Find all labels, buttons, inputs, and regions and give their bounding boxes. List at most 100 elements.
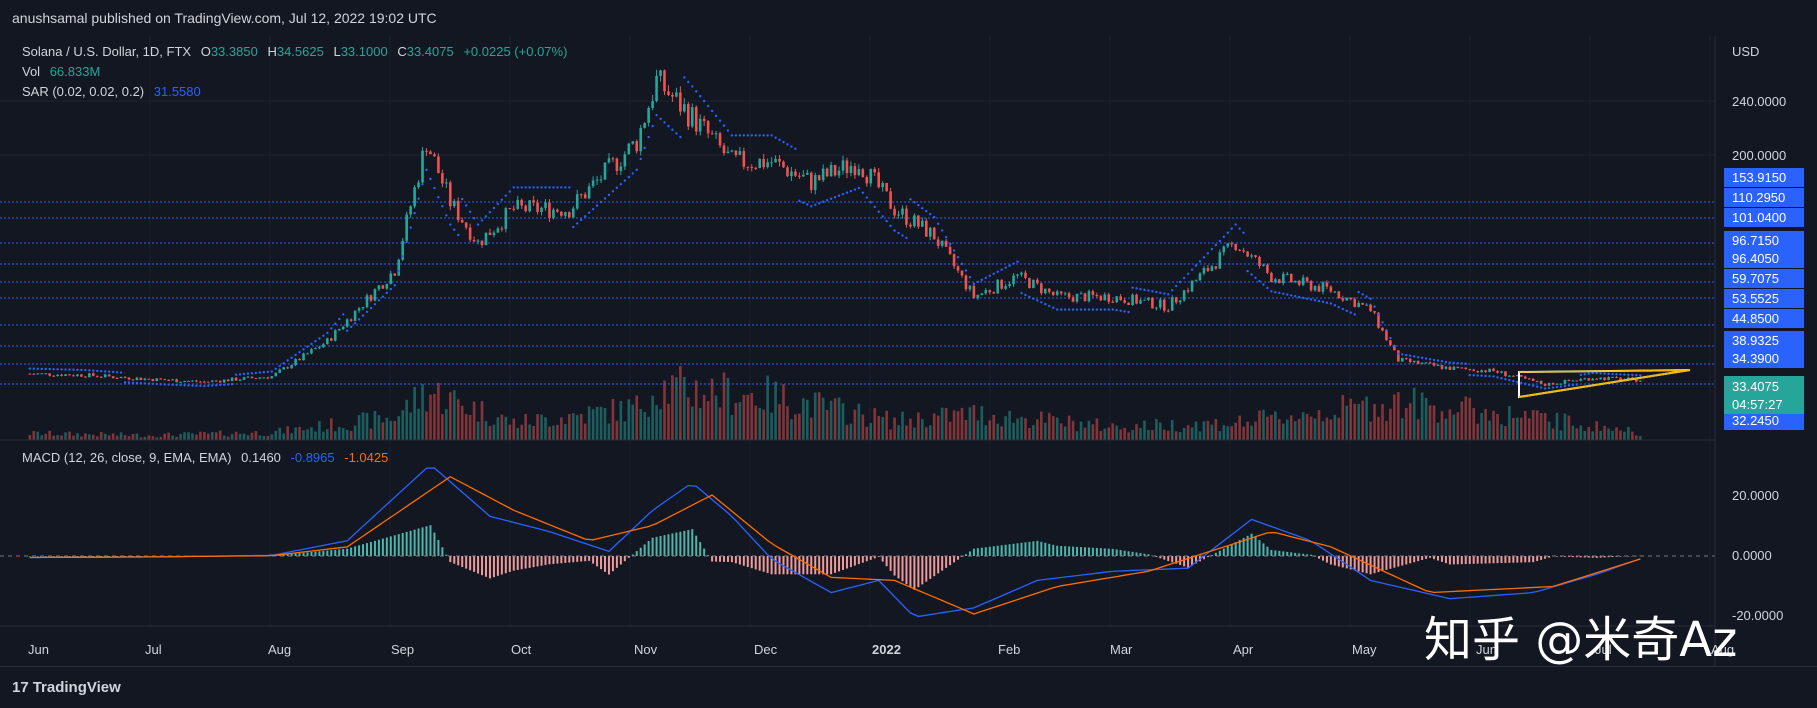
candle-body [1051,291,1055,295]
macd-hist-bar [441,547,444,556]
volume-bar [714,395,718,440]
volume-bar [44,433,47,440]
volume-bar [1242,426,1245,440]
volume-bar [1373,404,1376,440]
volume-bar [107,435,111,440]
sar-dot [552,186,555,189]
volume-bar [1075,431,1079,440]
volume-bar [381,422,385,440]
sar-dot [84,368,87,372]
candle-body [1385,330,1388,341]
candle-body [492,232,496,236]
legend-open: 33.3850 [210,44,258,59]
sar-dot [1230,227,1233,230]
candle-body [1341,298,1345,301]
volume-bar [476,421,480,440]
candle-body [76,374,79,376]
macd-hist-bar [1191,556,1194,566]
macd-hist-bar [1159,556,1162,559]
candle-body [560,211,563,216]
macd-hist-bar [1282,551,1285,556]
candle-body [1595,378,1598,380]
candle-body [706,121,710,134]
chart-area[interactable]: USD240.0000200.0000153.9150110.2950101.0… [0,36,1817,666]
volume-bar [456,399,460,440]
candle-body [1381,327,1384,331]
sar-dot [639,157,642,161]
macd-hist-bar [1397,556,1400,567]
sar-dot [845,191,849,194]
level-label-bg [1724,208,1804,227]
macd-hist-bar [798,556,801,575]
volume-bar [687,397,690,440]
volume-bar [560,417,563,440]
volume-bar [1127,432,1130,440]
volume-bar [1516,417,1519,440]
sar-dot [710,109,714,113]
macd-hist-bar [607,556,610,575]
volume-bar [679,366,682,440]
candle-body [599,179,603,181]
macd-hist-bar [1218,550,1221,556]
candle-body [1059,291,1063,294]
sar-dot [504,194,508,197]
sar-dot [64,368,67,371]
candle-body [1155,307,1158,309]
macd-hist-bar [1556,556,1558,557]
macd-hist-bar [401,533,404,556]
volume-bar [1254,421,1257,440]
volume-bar [980,406,984,440]
candle-body [1258,257,1261,266]
volume-bar [95,436,99,440]
sar-dot [913,201,916,204]
candle-body [829,164,833,177]
volume-bar [817,392,821,440]
macd-hist-bar [604,556,606,572]
sar-dot [833,195,837,199]
macd-hist-bar [754,556,757,570]
candle-body [95,375,99,377]
candle-body [528,200,531,212]
sar-dot [349,325,353,329]
volume-bar [587,406,591,440]
candle-body [361,307,365,309]
candle-body [238,379,242,381]
sar-dot [1484,374,1487,378]
candle-body [1210,266,1214,271]
candle-body [1238,249,1241,251]
sar-dot [774,136,777,139]
candle-body [869,168,873,184]
sar-dot [322,334,325,337]
candle-body [813,175,817,190]
candle-body [833,164,837,176]
sar-dot [326,331,329,335]
candle-body [468,227,472,240]
candle-body [663,70,666,92]
sar-dot [1341,307,1345,311]
sar-dot [167,383,170,386]
macd-hist-bar [1492,556,1495,564]
macd-hist-bar [715,556,718,562]
candle-body [1579,378,1583,381]
macd-hist-bar [647,541,650,556]
candle-body [183,381,186,383]
sar-dot [334,322,337,325]
macd-hist-bar [1214,552,1217,556]
volume-bar [639,408,642,440]
sar-dot [1456,361,1460,365]
level-label-bg [1724,231,1804,250]
sar-dot [691,85,694,88]
volume-bar [901,411,904,440]
candle-body [873,168,877,173]
volume-bar [786,406,789,440]
candle-body [1325,282,1329,287]
macd-hist-bar [449,556,452,563]
legend-vol-value: 66.833M [49,64,101,79]
macd-hist-bar [366,543,368,556]
tradingview-logo[interactable]: 17 TradingView [12,679,121,696]
candle-body [1242,250,1245,252]
macd-tick-label: 0.0000 [1732,548,1772,563]
volume-bar [1397,392,1400,440]
macd-hist-bar [1496,556,1499,564]
sar-dot [389,287,392,291]
